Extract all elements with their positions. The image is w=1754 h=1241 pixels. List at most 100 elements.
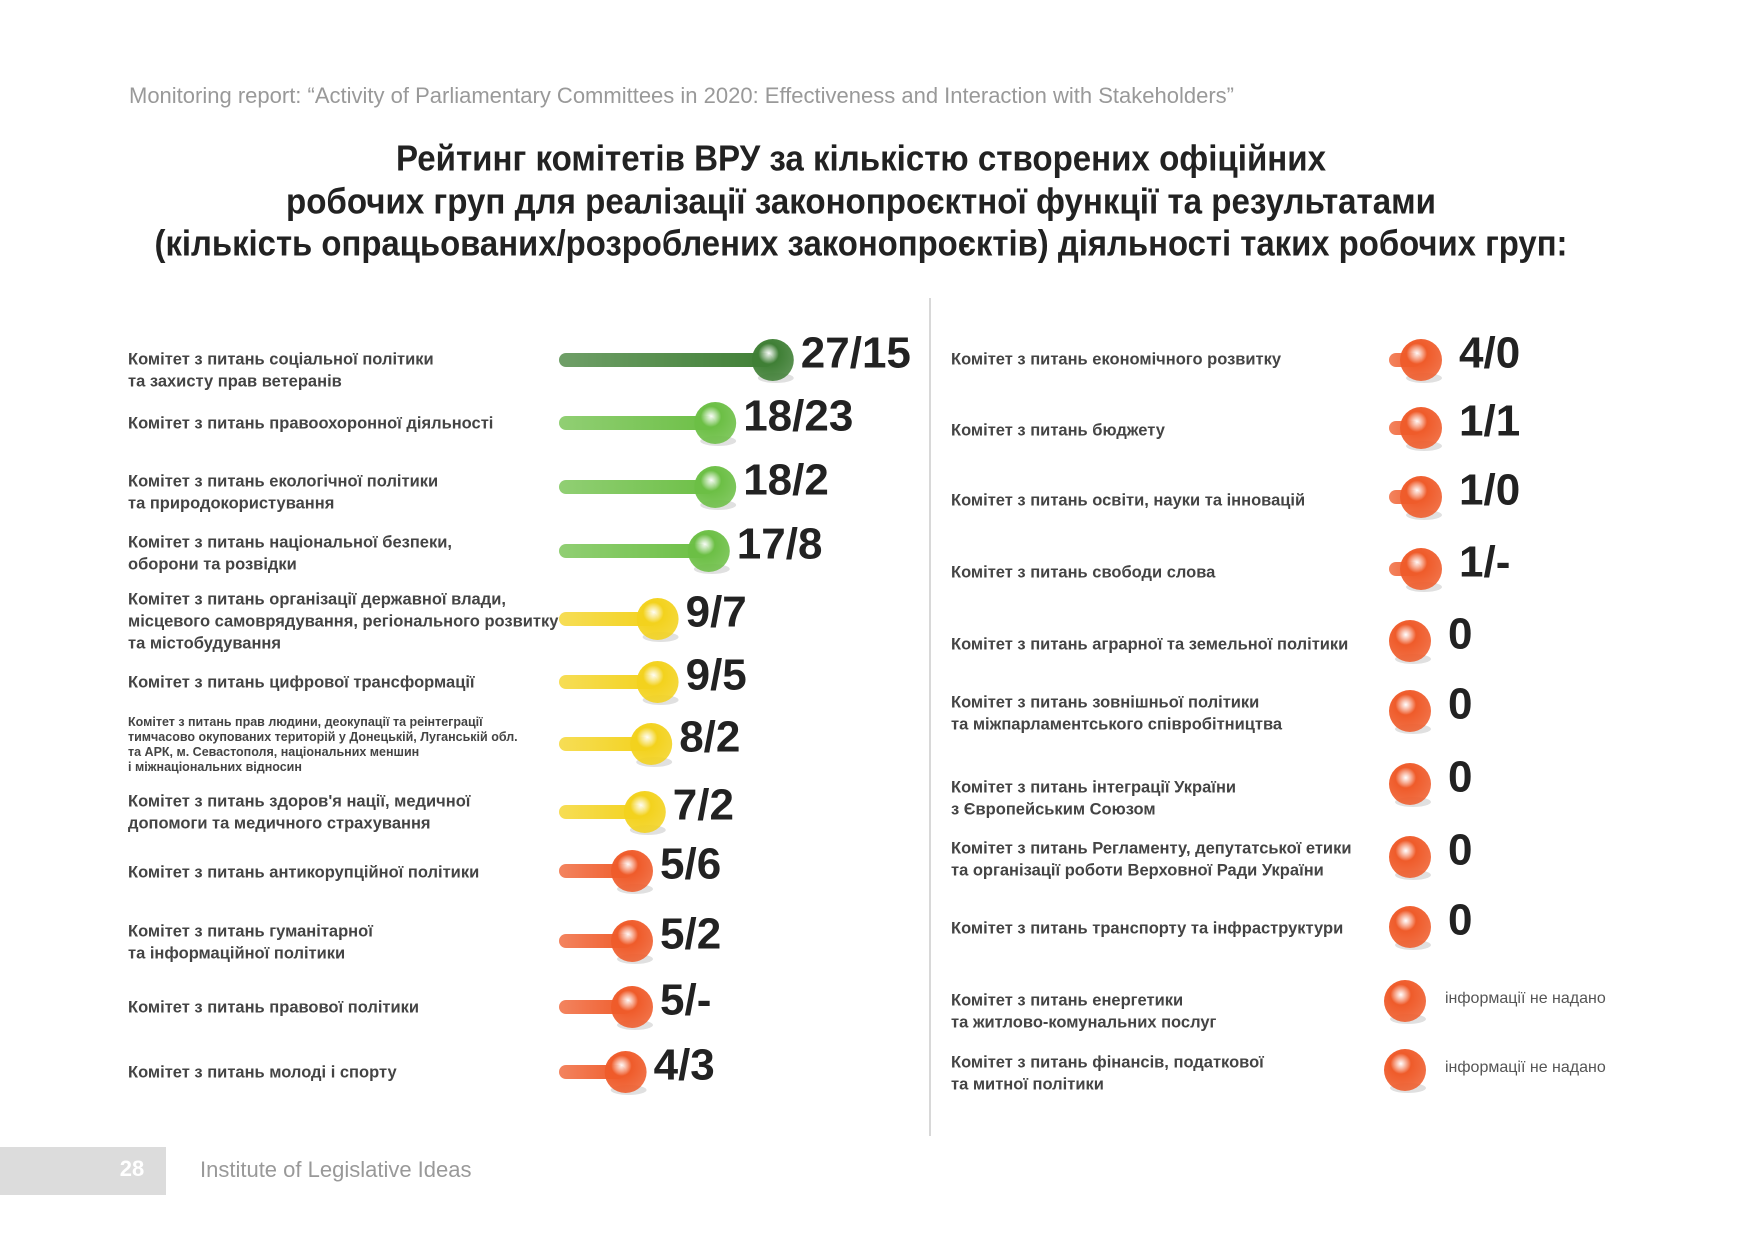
bar [559, 480, 716, 494]
ball [1384, 980, 1426, 1022]
committee-label: Комітет з питань молоді і спорту [128, 1063, 397, 1081]
ball [604, 1051, 647, 1093]
ball [623, 791, 666, 833]
committee-label: тимчасово окупованих територій у Донецьк… [128, 730, 518, 744]
ball [1400, 339, 1442, 381]
result: 8/2 [679, 713, 740, 762]
ball [636, 661, 679, 703]
committee-label: Комітет з питань прав людини, деокупації… [128, 715, 483, 729]
committee-label: Комітет з питань свободи слова [951, 563, 1216, 581]
ball [1389, 906, 1431, 948]
committee-label: Комітет з питань соціальної політики [128, 350, 434, 368]
title-line: Рейтинг комітетів ВРУ за кількістю створ… [396, 138, 1326, 179]
committee-label: Комітет з питань інтеграції України [951, 778, 1236, 796]
result: 0 [1448, 680, 1472, 729]
committee-label: Комітет з питань гуманітарної [128, 922, 373, 940]
committee-label: та захисту прав ветеранів [128, 372, 342, 390]
page-number: 28 [120, 1156, 144, 1181]
bar [559, 675, 658, 689]
ball [611, 850, 653, 892]
committee-label: Комітет з питань екологічної політики [128, 472, 438, 490]
ball [1389, 690, 1431, 732]
committee-label: Комітет з питань фінансів, податкової [951, 1053, 1264, 1071]
ball [1400, 548, 1442, 590]
title-line: робочих груп для реалізації законопроєкт… [286, 181, 1436, 222]
committee-label: та містобудування [128, 634, 281, 652]
bar [559, 353, 773, 367]
bar [559, 737, 652, 751]
ball [694, 402, 737, 444]
ball [611, 920, 653, 962]
ball [1400, 407, 1442, 449]
report-header: Monitoring report: “Activity of Parliame… [129, 83, 1234, 108]
ball [1389, 620, 1431, 662]
bar [559, 416, 716, 430]
result: 9/7 [686, 588, 747, 637]
committee-label: Комітет з питань освіти, науки та іннова… [951, 491, 1305, 509]
result: 18/23 [743, 392, 853, 441]
result-note: інформації не надано [1445, 990, 1606, 1007]
committee-label: та митної політики [951, 1075, 1104, 1093]
result: 18/2 [743, 456, 829, 505]
result: 0 [1448, 753, 1472, 802]
committee-label: та інформаційної політики [128, 944, 345, 962]
committee-label: Комітет з питань здоров'я нації, медично… [128, 792, 471, 810]
footer-band [0, 1147, 166, 1195]
committee-label: Комітет з питань енергетики [951, 991, 1183, 1009]
ball [694, 466, 737, 508]
result: 5/6 [660, 840, 721, 889]
result: 5/2 [660, 910, 721, 959]
committee-label: допомоги та медичного страхування [128, 814, 431, 832]
committee-label: Комітет з питань транспорту та інфрастру… [951, 919, 1343, 937]
bar [559, 544, 709, 558]
result: 0 [1448, 610, 1472, 659]
committee-label: та міжпарламентського співробітництва [951, 715, 1283, 733]
result: 9/5 [686, 651, 747, 700]
committee-label: Комітет з питань бюджету [951, 421, 1166, 439]
bar [559, 612, 658, 626]
committee-label: Комітет з питань цифрової трансформації [128, 673, 475, 691]
result: 27/15 [801, 329, 911, 378]
ball [630, 723, 673, 765]
ball [1389, 763, 1431, 805]
ball [611, 986, 653, 1028]
committee-label: і міжнаціональних відносин [128, 760, 302, 774]
result: 17/8 [737, 520, 823, 569]
committee-label: Комітет з питань Регламенту, депутатсько… [951, 839, 1351, 857]
result: 4/3 [654, 1041, 715, 1090]
ball [1384, 1049, 1426, 1091]
committee-label: Комітет з питань національної безпеки, [128, 533, 452, 551]
committee-label: Комітет з питань зовнішньої політики [951, 693, 1259, 711]
ball [1400, 476, 1442, 518]
bar [559, 805, 645, 819]
result: 5/- [660, 976, 711, 1025]
result: 7/2 [673, 781, 734, 830]
title-line: (кількість опрацьованих/розроблених зако… [155, 223, 1568, 264]
committee-label: Комітет з питань економічного розвитку [951, 350, 1282, 368]
committee-label: Комітет з питань організації державної в… [128, 590, 506, 608]
committee-label: місцевого самоврядування, регіонального … [128, 612, 559, 630]
result-note: інформації не надано [1445, 1059, 1606, 1076]
committee-label: та житлово-комунальних послуг [951, 1013, 1217, 1031]
committee-label: та природокористування [128, 494, 334, 512]
ball [636, 598, 679, 640]
committee-label: Комітет з питань правоохоронної діяльнос… [128, 414, 493, 432]
result: 1/- [1459, 538, 1510, 587]
result: 0 [1448, 896, 1472, 945]
result: 0 [1448, 826, 1472, 875]
committee-label: та організації роботи Верховної Ради Укр… [951, 861, 1324, 879]
result: 1/1 [1459, 397, 1520, 446]
footer-org: Institute of Legislative Ideas [200, 1157, 472, 1182]
committee-label: Комітет з питань аграрної та земельної п… [951, 635, 1348, 653]
result: 1/0 [1459, 466, 1520, 515]
committee-label: оборони та розвідки [128, 555, 297, 573]
result: 4/0 [1459, 329, 1520, 378]
committee-label: Комітет з питань антикорупційної політик… [128, 863, 479, 881]
ball [687, 530, 730, 572]
ball [751, 339, 794, 381]
committee-label: Комітет з питань правової політики [128, 998, 419, 1016]
ball [1389, 836, 1431, 878]
committee-label: та АРК, м. Севастополя, національних мен… [128, 745, 419, 759]
committee-label: з Європейським Союзом [951, 800, 1156, 818]
